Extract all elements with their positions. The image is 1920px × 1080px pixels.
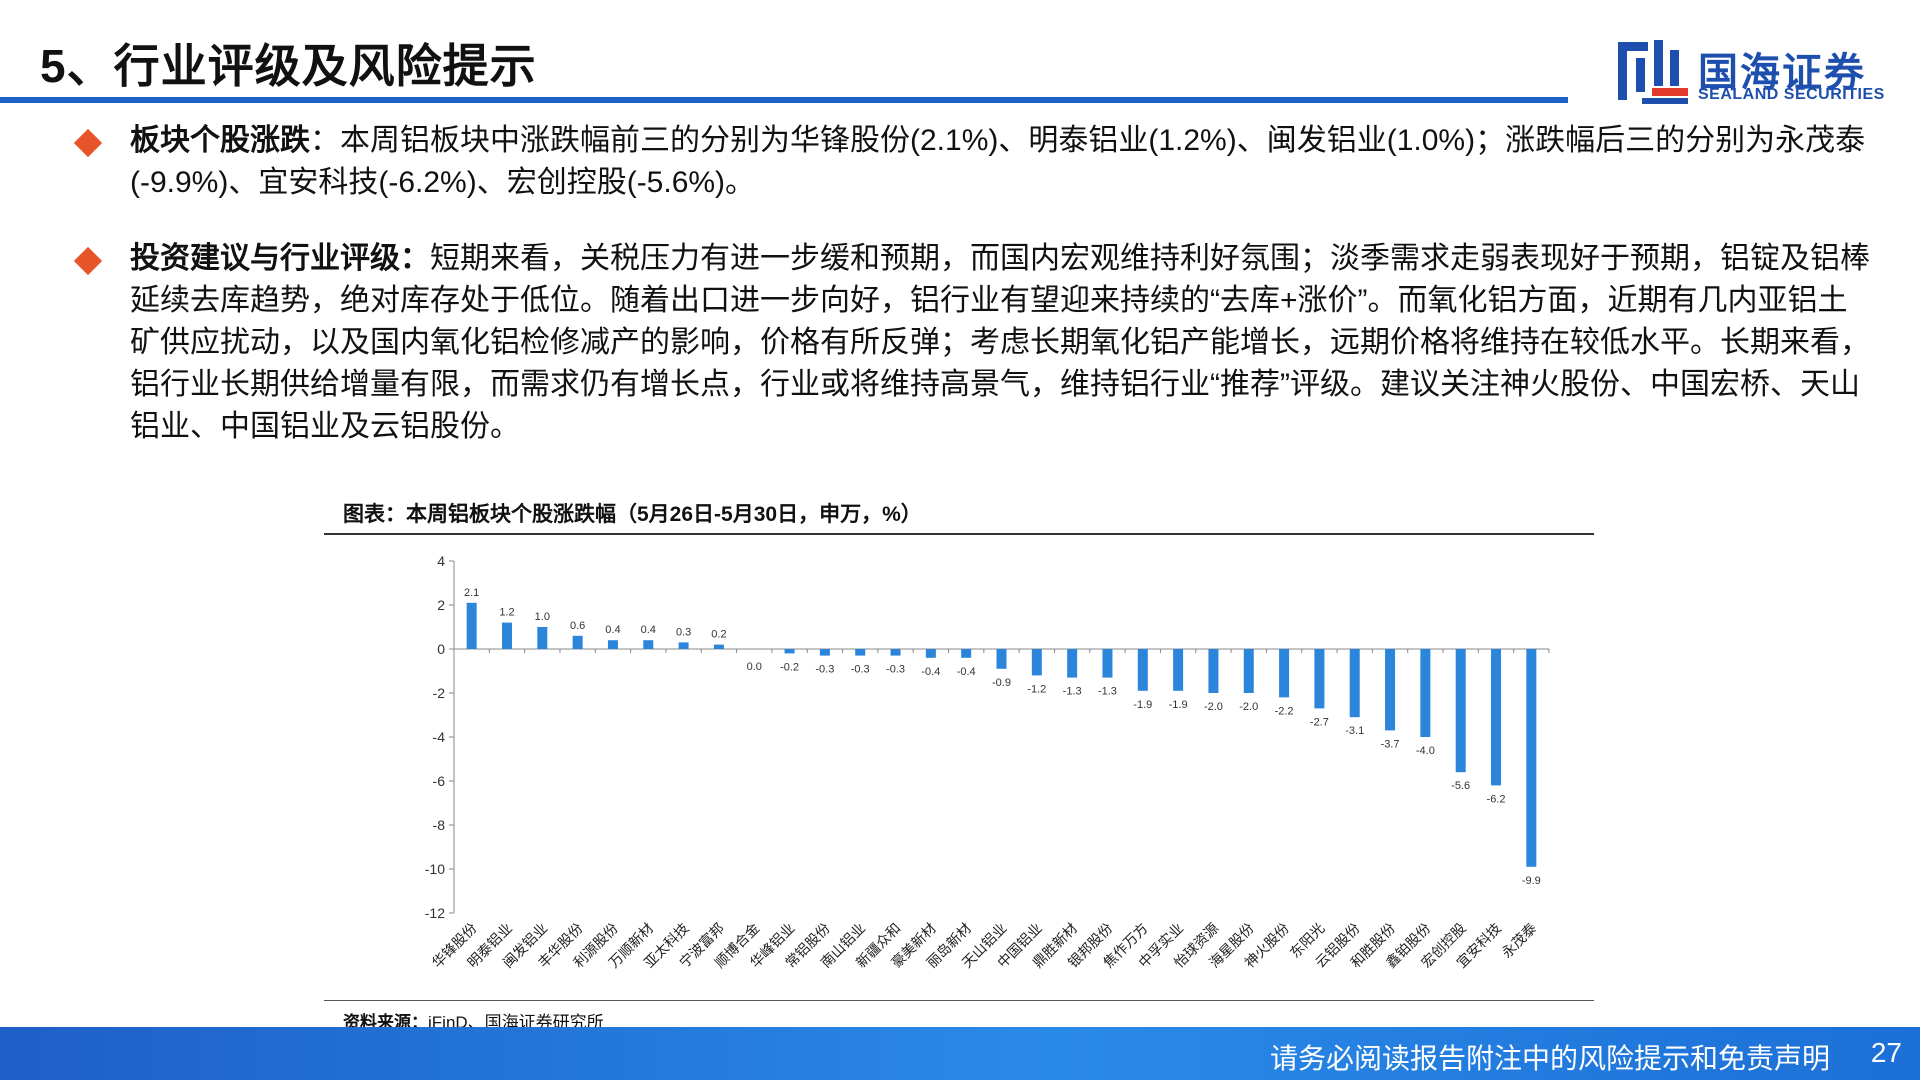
bar bbox=[643, 640, 654, 649]
data-label: -1.3 bbox=[1063, 686, 1082, 698]
bar bbox=[855, 649, 866, 656]
data-label: -0.9 bbox=[992, 677, 1011, 689]
data-label: -6.2 bbox=[1487, 793, 1506, 805]
data-label: -1.2 bbox=[1027, 683, 1046, 695]
y-tick-label: 4 bbox=[437, 553, 445, 569]
y-tick-label: -8 bbox=[433, 817, 446, 833]
title-underline bbox=[0, 97, 1568, 103]
company-logo: 国海证券 SEALAND SECURITIES bbox=[1614, 36, 1884, 106]
data-label: 0.6 bbox=[570, 620, 585, 632]
bar-chart: 420-2-4-6-8-10-122.1华锋股份1.2明泰铝业1.0闽发铝业0.… bbox=[425, 553, 1550, 971]
bar bbox=[1173, 649, 1184, 691]
bar bbox=[1137, 649, 1148, 691]
data-label: -2.0 bbox=[1204, 701, 1223, 713]
y-tick-label: -4 bbox=[433, 729, 446, 745]
bar bbox=[1385, 649, 1396, 731]
data-label: -2.2 bbox=[1275, 705, 1294, 717]
data-label: -1.9 bbox=[1133, 699, 1152, 711]
bullet-heading: 板块个股涨跌 bbox=[130, 124, 310, 157]
bar bbox=[961, 649, 972, 658]
bar bbox=[1314, 649, 1325, 709]
data-label: -3.1 bbox=[1345, 725, 1364, 737]
data-label: -1.3 bbox=[1098, 686, 1117, 698]
bar bbox=[501, 622, 512, 649]
data-label: -2.0 bbox=[1239, 701, 1258, 713]
bar bbox=[1349, 649, 1360, 718]
bullet-body: ：本周铝板块中涨跌幅前三的分别为华锋股份(2.1%)、明泰铝业(1.2%)、闽发… bbox=[130, 124, 1866, 199]
chart-title-rule bbox=[324, 533, 1594, 535]
bullet-heading: 投资建议与行业评级： bbox=[130, 242, 430, 275]
footer-bar: 请务必阅读报告附注中的风险提示和免责声明 27 bbox=[0, 1027, 1920, 1080]
chart-title: 图表：本周铝板块个股涨跌幅（5月26日-5月30日，申万，%） bbox=[343, 503, 922, 526]
data-label: 0.2 bbox=[711, 629, 726, 641]
bullet-investment-advice: 投资建议与行业评级：短期来看，关税压力有进一步缓和预期，而国内宏观维持利好氛围；… bbox=[73, 238, 1870, 448]
bar bbox=[1208, 649, 1219, 693]
bar bbox=[819, 649, 830, 656]
bar bbox=[890, 649, 901, 656]
bar bbox=[1102, 649, 1113, 678]
y-tick-label: -6 bbox=[433, 773, 446, 789]
bar bbox=[466, 602, 477, 649]
data-label: -9.9 bbox=[1522, 875, 1541, 887]
data-label: 0.3 bbox=[676, 626, 691, 638]
data-label: -4.0 bbox=[1416, 745, 1435, 757]
bar bbox=[572, 635, 583, 649]
diamond-bullet-icon bbox=[73, 128, 103, 158]
y-tick-label: -10 bbox=[425, 861, 445, 877]
data-label: 1.2 bbox=[499, 607, 514, 619]
data-label: 1.0 bbox=[535, 611, 550, 623]
bar bbox=[996, 649, 1007, 669]
category-label: 永茂泰 bbox=[1498, 920, 1540, 962]
data-label: -5.6 bbox=[1451, 780, 1470, 792]
y-tick-label: 0 bbox=[437, 641, 445, 657]
page-number: 27 bbox=[1870, 1037, 1902, 1068]
data-label: 0.0 bbox=[747, 661, 762, 673]
bullet-body: 短期来看，关税压力有进一步缓和预期，而国内宏观维持利好氛围；淡季需求走弱表现好于… bbox=[130, 242, 1870, 443]
footer-disclaimer: 请务必阅读报告附注中的风险提示和免责声明 bbox=[1269, 1043, 1830, 1074]
data-label: 0.4 bbox=[641, 624, 656, 636]
data-label: -0.3 bbox=[886, 664, 905, 676]
data-label: 2.1 bbox=[464, 587, 479, 599]
bar bbox=[678, 642, 689, 649]
bar bbox=[1067, 649, 1078, 678]
data-label: -2.7 bbox=[1310, 716, 1329, 728]
bar bbox=[1455, 649, 1466, 773]
data-label: -0.3 bbox=[851, 664, 870, 676]
y-tick-label: 2 bbox=[437, 597, 445, 613]
data-label: -3.7 bbox=[1381, 738, 1400, 750]
bar bbox=[537, 627, 548, 649]
bar bbox=[1491, 649, 1502, 786]
data-label: -0.2 bbox=[780, 661, 799, 673]
y-tick-label: -2 bbox=[433, 685, 446, 701]
page-title: 5、行业评级及风险提示 bbox=[40, 40, 537, 92]
data-label: 0.4 bbox=[605, 624, 620, 636]
bar bbox=[1031, 649, 1042, 676]
bullet-stock-moves: 板块个股涨跌：本周铝板块中涨跌幅前三的分别为华锋股份(2.1%)、明泰铝业(1.… bbox=[73, 120, 1865, 204]
bar bbox=[784, 649, 795, 654]
data-label: -0.4 bbox=[957, 666, 976, 678]
bar bbox=[925, 649, 936, 658]
data-label: -0.4 bbox=[921, 666, 940, 678]
y-tick-label: -12 bbox=[425, 905, 445, 921]
logo-chinese-name: 国海证券 bbox=[1698, 51, 1866, 95]
data-label: -1.9 bbox=[1169, 699, 1188, 711]
logo-english-name: SEALAND SECURITIES bbox=[1698, 86, 1885, 103]
data-label: -0.3 bbox=[815, 664, 834, 676]
bar bbox=[607, 640, 618, 649]
source-rule bbox=[324, 1000, 1594, 1001]
bar bbox=[1279, 649, 1290, 698]
bar bbox=[713, 644, 724, 649]
bar bbox=[1526, 649, 1537, 867]
bar bbox=[1243, 649, 1254, 693]
bar bbox=[1420, 649, 1431, 737]
diamond-bullet-icon bbox=[73, 246, 103, 276]
sealand-logo-icon bbox=[1618, 40, 1688, 104]
